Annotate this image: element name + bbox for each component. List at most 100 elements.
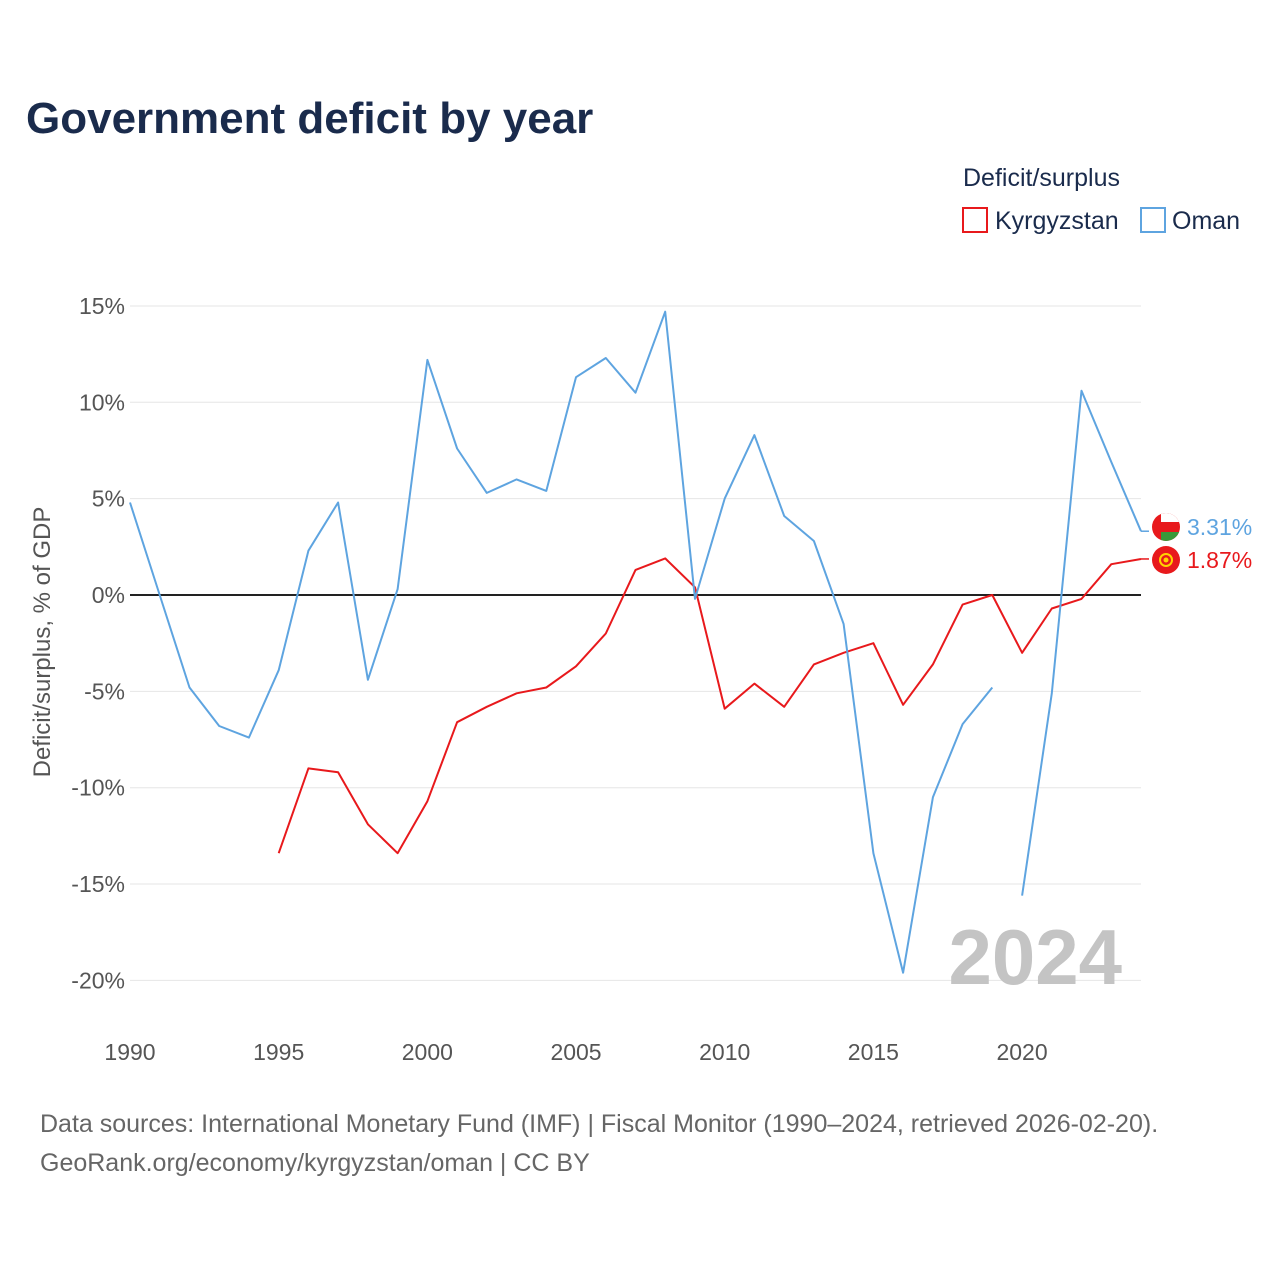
data-point-kyrgyzstan[interactable] <box>335 769 341 775</box>
data-point-oman[interactable] <box>989 684 995 690</box>
data-point-oman[interactable] <box>424 357 430 363</box>
legend-swatch-oman[interactable] <box>1140 207 1166 233</box>
data-point-oman[interactable] <box>127 500 133 506</box>
data-point-kyrgyzstan[interactable] <box>543 684 549 690</box>
series-line-oman-2020-2024[interactable] <box>1021 389 1142 896</box>
y-tick-label: -15% <box>71 871 125 897</box>
y-tick-label: 10% <box>79 389 125 415</box>
data-point-oman[interactable] <box>900 970 906 976</box>
data-point-kyrgyzstan[interactable] <box>1079 596 1085 602</box>
data-point-oman[interactable] <box>692 596 698 602</box>
data-point-oman[interactable] <box>305 548 311 554</box>
data-point-oman[interactable] <box>960 721 966 727</box>
x-tick-label: 1990 <box>104 1039 155 1065</box>
data-point-oman[interactable] <box>276 667 282 673</box>
data-point-kyrgyzstan[interactable] <box>424 798 430 804</box>
data-point-oman[interactable] <box>573 374 579 380</box>
legend-swatch-kyrgyzstan[interactable] <box>962 207 988 233</box>
data-point-oman[interactable] <box>543 488 549 494</box>
data-point-oman-2020-2024[interactable] <box>1049 690 1055 696</box>
x-axis-ticks: 1990 1995 2000 2005 2010 2015 2020 <box>104 1039 1047 1065</box>
data-point-kyrgyzstan[interactable] <box>573 663 579 669</box>
data-point-kyrgyzstan[interactable] <box>514 690 520 696</box>
legend-label-kyrgyzstan[interactable]: Kyrgyzstan <box>995 207 1119 235</box>
data-point-oman[interactable] <box>454 446 460 452</box>
y-axis-ticks: 15% 10% 5% 0% -5% -10% -15% -20% <box>71 293 125 993</box>
data-point-kyrgyzstan[interactable] <box>1108 561 1114 567</box>
data-point-kyrgyzstan[interactable] <box>870 640 876 646</box>
data-point-oman[interactable] <box>186 684 192 690</box>
data-point-oman[interactable] <box>246 735 252 741</box>
series-line-oman[interactable] <box>129 310 994 974</box>
data-point-kyrgyzstan[interactable] <box>930 661 936 667</box>
data-point-oman[interactable] <box>216 723 222 729</box>
x-tick-label: 2015 <box>848 1039 899 1065</box>
legend: Deficit/surplus Kyrgyzstan Oman <box>962 164 1240 235</box>
data-point-kyrgyzstan[interactable] <box>900 702 906 708</box>
data-point-oman-2020-2024[interactable] <box>1108 459 1114 465</box>
year-watermark: 2024 <box>948 913 1122 1001</box>
y-tick-label: 5% <box>92 486 125 512</box>
data-point-oman[interactable] <box>870 850 876 856</box>
data-point-oman[interactable] <box>751 432 757 438</box>
x-tick-label: 1995 <box>253 1039 304 1065</box>
y-axis-label: Deficit/surplus, % of GDP <box>29 507 56 778</box>
oman-flag <box>1152 513 1180 541</box>
data-point-oman[interactable] <box>335 500 341 506</box>
data-point-oman[interactable] <box>841 621 847 627</box>
source-line-1: Data sources: International Monetary Fun… <box>40 1110 1158 1138</box>
data-point-kyrgyzstan[interactable] <box>276 850 282 856</box>
data-point-kyrgyzstan[interactable] <box>989 592 995 598</box>
x-tick-label: 2005 <box>550 1039 601 1065</box>
data-point-oman[interactable] <box>722 496 728 502</box>
data-point-kyrgyzstan[interactable] <box>603 631 609 637</box>
y-tick-label: -10% <box>71 775 125 801</box>
data-point-kyrgyzstan[interactable] <box>454 719 460 725</box>
data-point-oman[interactable] <box>781 513 787 519</box>
data-point-kyrgyzstan[interactable] <box>781 704 787 710</box>
data-point-oman-2020-2024[interactable] <box>1019 893 1025 899</box>
data-point-oman[interactable] <box>603 355 609 361</box>
chart-title: Government deficit by year <box>26 94 593 143</box>
data-point-oman-2020-2024[interactable] <box>1079 388 1085 394</box>
data-point-kyrgyzstan[interactable] <box>662 555 668 561</box>
grid-lines <box>130 305 1141 981</box>
x-tick-label: 2000 <box>402 1039 453 1065</box>
data-point-kyrgyzstan[interactable] <box>841 650 847 656</box>
data-point-oman[interactable] <box>662 309 668 315</box>
end-label: 3.31% <box>1187 514 1252 540</box>
data-point-kyrgyzstan[interactable] <box>633 567 639 573</box>
data-point-kyrgyzstan[interactable] <box>1049 605 1055 611</box>
data-point-kyrgyzstan[interactable] <box>960 602 966 608</box>
data-point-kyrgyzstan[interactable] <box>484 704 490 710</box>
end-labels: 3.31% 1.87% <box>1141 513 1252 574</box>
y-tick-label: -20% <box>71 967 125 993</box>
data-point-kyrgyzstan[interactable] <box>395 850 401 856</box>
legend-title: Deficit/surplus <box>963 164 1120 192</box>
kyrgyzstan-flag <box>1152 546 1180 574</box>
data-point-kyrgyzstan[interactable] <box>365 821 371 827</box>
series-line-kyrgyzstan[interactable] <box>277 557 1142 855</box>
legend-label-oman[interactable]: Oman <box>1172 207 1240 235</box>
data-point-kyrgyzstan[interactable] <box>1019 650 1025 656</box>
data-point-oman[interactable] <box>930 794 936 800</box>
data-point-oman[interactable] <box>633 390 639 396</box>
data-point-oman[interactable] <box>811 538 817 544</box>
y-tick-label: 0% <box>92 582 125 608</box>
data-point-kyrgyzstan[interactable] <box>722 706 728 712</box>
data-point-kyrgyzstan[interactable] <box>811 661 817 667</box>
data-point-kyrgyzstan[interactable] <box>305 765 311 771</box>
source-line-2: GeoRank.org/economy/kyrgyzstan/oman | CC… <box>40 1149 590 1177</box>
y-tick-label: 15% <box>79 293 125 319</box>
end-label: 1.87% <box>1187 547 1252 573</box>
data-point-oman[interactable] <box>484 490 490 496</box>
y-tick-label: -5% <box>84 678 125 704</box>
data-point-oman[interactable] <box>514 476 520 482</box>
data-point-oman[interactable] <box>365 677 371 683</box>
data-point-oman[interactable] <box>157 592 163 598</box>
data-point-kyrgyzstan[interactable] <box>751 681 757 687</box>
x-tick-label: 2010 <box>699 1039 750 1065</box>
data-point-oman[interactable] <box>395 586 401 592</box>
x-tick-label: 2020 <box>996 1039 1047 1065</box>
